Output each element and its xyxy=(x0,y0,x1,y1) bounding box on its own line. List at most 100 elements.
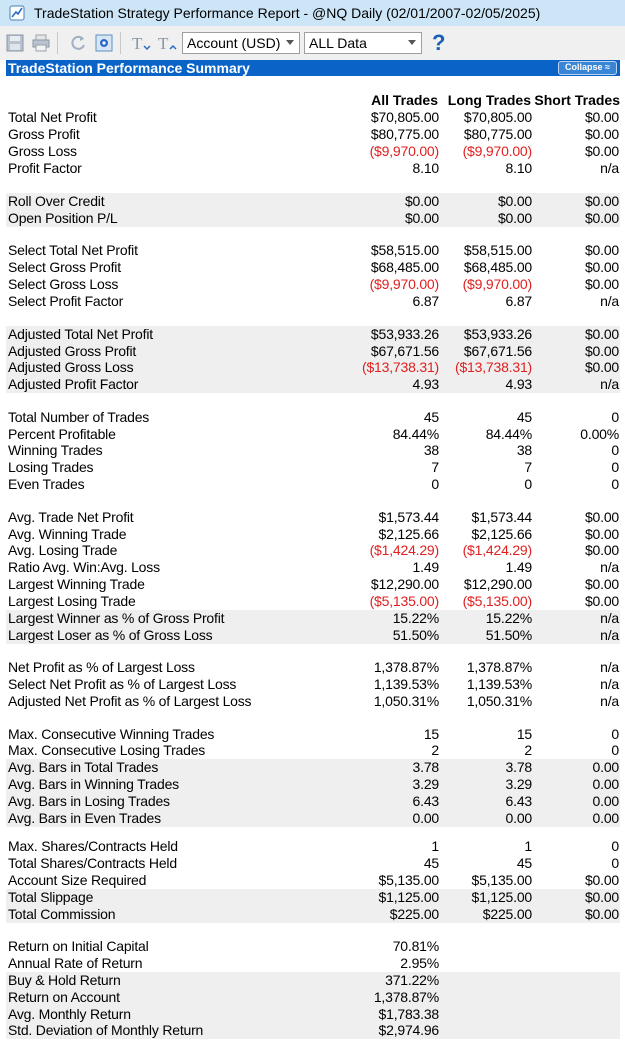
row-label: Select Net Profit as % of Largest Loss xyxy=(8,676,237,692)
row-label: Return on Account xyxy=(8,989,120,1005)
value-long-trades: 6.87 xyxy=(505,293,533,309)
value-short-trades: 0 xyxy=(611,742,619,758)
font-decrease-button[interactable]: T xyxy=(156,32,178,54)
value-all-trades: $68,485.00 xyxy=(370,259,439,275)
row-label: Gross Loss xyxy=(8,143,77,159)
row-label: Total Shares/Contracts Held xyxy=(8,855,177,871)
value-long-trades: $12,290.00 xyxy=(463,576,532,592)
data-range-select[interactable]: ALL Data xyxy=(304,32,422,54)
value-short-trades: n/a xyxy=(600,160,619,176)
table-row: Select Gross Profit $68,485.00 $68,485.00 $… xyxy=(6,259,620,276)
row-label: Annual Rate of Return xyxy=(8,955,143,971)
table-row: Avg. Bars in Total Trades 3.78 3.78 0.00 xyxy=(6,759,620,776)
value-short-trades: 0 xyxy=(611,855,619,871)
table-row: Select Profit Factor 6.87 6.87 n/a xyxy=(6,293,620,310)
value-short-trades: 0 xyxy=(611,476,619,492)
row-label: Max. Shares/Contracts Held xyxy=(8,838,178,854)
value-short-trades: 0.00% xyxy=(580,426,619,442)
toolbar-separator xyxy=(120,32,121,54)
value-long-trades: 7 xyxy=(524,459,532,475)
value-all-trades: 1,139.53% xyxy=(373,676,439,692)
app-icon xyxy=(9,5,25,21)
table-row: Even Trades 0 0 0 xyxy=(6,476,620,493)
value-long-trades: 15.22% xyxy=(485,610,532,626)
row-label: Profit Factor xyxy=(8,160,82,176)
print-button[interactable] xyxy=(30,32,52,54)
value-all-trades: $80,775.00 xyxy=(370,126,439,142)
value-all-trades: 1 xyxy=(431,838,439,854)
value-short-trades: $0.00 xyxy=(584,109,619,125)
value-long-trades: $1,573.44 xyxy=(471,509,533,525)
row-label: Select Gross Profit xyxy=(8,259,121,275)
toolbar-separator xyxy=(57,32,58,54)
value-short-trades: n/a xyxy=(600,559,619,575)
row-label: Total Net Profit xyxy=(8,109,97,125)
row-label: Max. Consecutive Winning Trades xyxy=(8,726,215,742)
account-select[interactable]: Account (USD) xyxy=(182,32,300,54)
value-long-trades: 3.78 xyxy=(505,759,533,775)
value-all-trades: 70.81% xyxy=(392,938,439,954)
value-all-trades: $67,671.56 xyxy=(370,343,439,359)
row-label: Largest Winner as % of Gross Profit xyxy=(8,610,225,626)
help-icon[interactable]: ? xyxy=(432,30,446,55)
row-label: Adjusted Net Profit as % of Largest Loss xyxy=(8,693,252,709)
value-long-trades: 4.93 xyxy=(505,376,533,392)
value-all-trades: 3.29 xyxy=(412,776,440,792)
value-all-trades: ($1,424.29) xyxy=(369,542,440,558)
value-all-trades: 51.50% xyxy=(392,627,439,643)
value-all-trades: 38 xyxy=(423,442,439,458)
row-label: Return on Initial Capital xyxy=(8,938,149,954)
value-long-trades: $2,125.66 xyxy=(471,526,533,542)
value-all-trades: ($5,135.00) xyxy=(369,593,440,609)
value-short-trades: n/a xyxy=(600,659,619,675)
table-row: Largest Winning Trade $12,290.00 $12,290.0… xyxy=(6,576,620,593)
value-all-trades: 15.22% xyxy=(392,610,439,626)
table-row: Max. Consecutive Losing Trades 2 2 0 xyxy=(6,742,620,759)
row-label: Avg. Winning Trade xyxy=(8,526,127,542)
table-row: Std. Deviation of Monthly Return $2,974.9… xyxy=(6,1022,620,1039)
table-row: Buy & Hold Return 371.22% xyxy=(6,972,620,989)
table-row: Largest Winner as % of Gross Profit 15.22… xyxy=(6,610,620,627)
save-button[interactable] xyxy=(4,32,26,54)
value-all-trades: 15 xyxy=(423,726,439,742)
value-all-trades: 6.87 xyxy=(412,293,440,309)
value-short-trades: n/a xyxy=(600,676,619,692)
row-label: Largest Losing Trade xyxy=(8,593,136,609)
table-row: Net Profit as % of Largest Loss 1,378.87%… xyxy=(6,659,620,676)
row-label: Select Gross Loss xyxy=(8,276,119,292)
row-label: Avg. Bars in Even Trades xyxy=(8,810,161,826)
row-label: Select Total Net Profit xyxy=(8,242,138,258)
table-row: Adjusted Gross Loss ($13,738.31) ($13,738.… xyxy=(6,359,620,376)
value-long-trades: $80,775.00 xyxy=(463,126,532,142)
value-short-trades: $0.00 xyxy=(584,193,619,209)
value-long-trades: $0.00 xyxy=(497,210,532,226)
value-long-trades: 1,378.87% xyxy=(466,659,532,675)
row-label: Select Profit Factor xyxy=(8,293,124,309)
table-row: Total Commission $225.00 $225.00 $0.00 xyxy=(6,906,620,923)
row-label: Total Slippage xyxy=(8,889,94,905)
value-short-trades: $0.00 xyxy=(584,889,619,905)
settings-button[interactable] xyxy=(93,32,115,54)
value-long-trades: ($9,970.00) xyxy=(462,143,533,159)
value-all-trades: 84.44% xyxy=(392,426,439,442)
value-all-trades: $2,974.96 xyxy=(378,1022,440,1038)
row-label: Adjusted Profit Factor xyxy=(8,376,139,392)
svg-text:T: T xyxy=(132,34,143,52)
value-long-trades: $70,805.00 xyxy=(463,109,532,125)
value-long-trades: $58,515.00 xyxy=(463,242,532,258)
value-long-trades: 0.00 xyxy=(505,810,533,826)
value-all-trades: $53,933.26 xyxy=(370,326,439,342)
table-row: Annual Rate of Return 2.95% xyxy=(6,955,620,972)
value-all-trades: 371.22% xyxy=(385,972,439,988)
table-row: Largest Losing Trade ($5,135.00) ($5,135.0… xyxy=(6,593,620,610)
row-label: Ratio Avg. Win:Avg. Loss xyxy=(8,559,160,575)
value-all-trades: 1.49 xyxy=(412,559,440,575)
font-increase-button[interactable]: T xyxy=(130,32,152,54)
value-short-trades: 0.00 xyxy=(592,793,620,809)
refresh-button[interactable] xyxy=(67,32,89,54)
value-all-trades: $1,783.38 xyxy=(378,1006,440,1022)
row-label: Total Number of Trades xyxy=(8,409,150,425)
collapse-button[interactable]: Collapse ≈ xyxy=(558,61,617,75)
value-all-trades: $225.00 xyxy=(389,906,439,922)
table-row: Max. Shares/Contracts Held 1 1 0 xyxy=(6,838,620,855)
